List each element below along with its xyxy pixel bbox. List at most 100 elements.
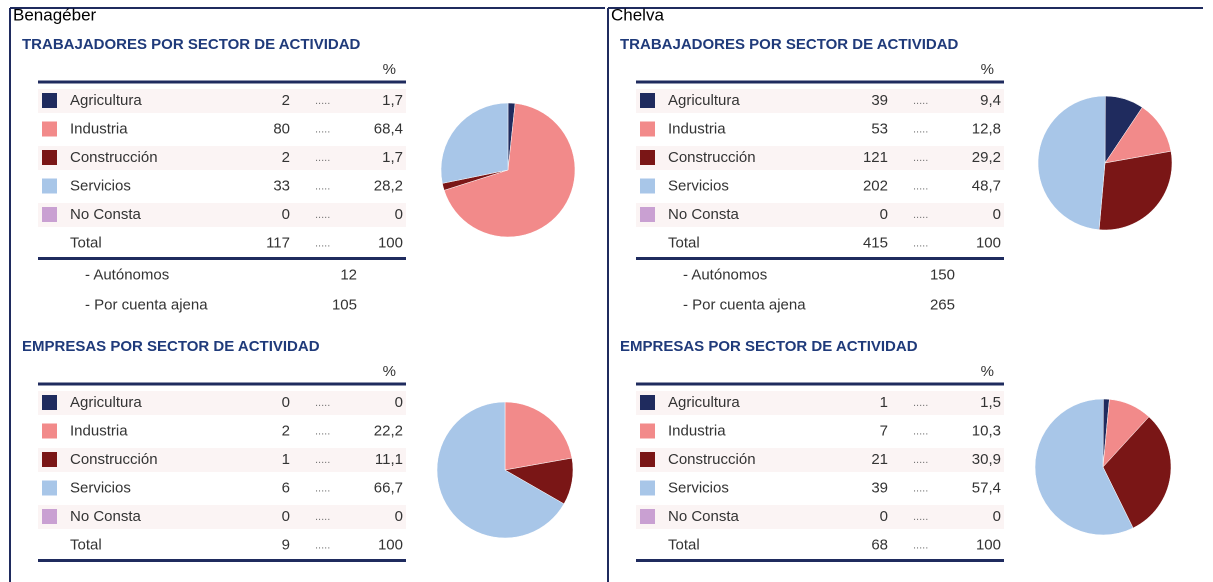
total-count: 117: [266, 234, 290, 251]
row-label: Industria: [668, 120, 726, 137]
row-bg: [636, 203, 1004, 227]
row-count: 53: [871, 120, 888, 137]
legend-swatch: [42, 452, 57, 467]
legend-swatch: [42, 423, 57, 439]
leader: .....: [315, 511, 330, 523]
row-percent: 30,9: [972, 451, 1001, 468]
row-label: Construcción: [70, 451, 158, 468]
row-percent: 9,4: [980, 92, 1001, 109]
extra-label: - Por cuenta ajena: [85, 296, 208, 313]
row-percent: 0: [395, 206, 403, 223]
row-count: 1: [282, 451, 290, 468]
row-count: 2: [282, 422, 290, 439]
row-percent: 68,4: [374, 120, 403, 137]
row-percent: 0: [395, 394, 403, 411]
row-bg: [38, 174, 406, 199]
row-bg: [38, 419, 406, 444]
row-bg: [636, 117, 1004, 142]
leader: .....: [913, 454, 928, 466]
panel-name: Benagéber: [13, 5, 97, 24]
leader: .....: [315, 123, 330, 135]
row-percent: 11,1: [375, 451, 403, 468]
leader: .....: [315, 425, 330, 437]
total-percent: 100: [976, 234, 1001, 251]
pie-slice: [1102, 416, 1172, 529]
row-percent: 1,5: [980, 394, 1001, 411]
row-percent: 57,4: [972, 479, 1001, 496]
row-bg: [38, 89, 406, 113]
row-count: 39: [871, 479, 888, 496]
leader: .....: [913, 209, 928, 221]
leader: .....: [315, 209, 330, 221]
legend-swatch: [42, 395, 57, 410]
row-label: Industria: [70, 422, 128, 439]
row-percent: 0: [395, 508, 403, 525]
extra-label: - Autónomos: [683, 266, 767, 283]
legend-swatch: [42, 150, 57, 165]
leader: .....: [315, 397, 330, 409]
row-bg: [38, 203, 406, 227]
extra-label: - Por cuenta ajena: [683, 296, 806, 313]
row-percent: 1,7: [382, 92, 403, 109]
row-percent: 0: [993, 206, 1001, 223]
pie-slice: [1037, 95, 1106, 231]
row-count: 0: [880, 508, 888, 525]
total-percent: 100: [378, 536, 403, 553]
row-count: 2: [282, 92, 290, 109]
total-count: 9: [282, 536, 290, 553]
row-bg: [38, 391, 406, 415]
section-title: TRABAJADORES POR SECTOR DE ACTIVIDAD: [22, 36, 361, 53]
row-count: 33: [273, 177, 290, 194]
pct-header: %: [981, 61, 994, 78]
row-bg: [38, 146, 406, 170]
row-percent: 28,2: [374, 177, 403, 194]
pie-slice: [443, 103, 576, 238]
row-bg: [636, 174, 1004, 199]
row-count: 39: [871, 92, 888, 109]
row-label: No Consta: [70, 206, 142, 223]
pct-header: %: [981, 363, 994, 380]
legend-swatch: [640, 93, 655, 108]
pie-slice: [504, 401, 573, 471]
row-bg: [636, 476, 1004, 501]
extra-value: 105: [332, 296, 357, 313]
total-label: Total: [668, 536, 700, 553]
leader: .....: [913, 95, 928, 107]
leader: .....: [913, 237, 928, 249]
pct-header: %: [383, 61, 396, 78]
row-count: 0: [282, 508, 290, 525]
row-bg: [38, 505, 406, 529]
panel-name: Chelva: [611, 5, 664, 24]
row-bg: [636, 419, 1004, 444]
row-label: Servicios: [70, 177, 131, 194]
row-count: 202: [863, 177, 888, 194]
extra-value: 265: [930, 296, 955, 313]
total-label: Total: [70, 536, 102, 553]
leader: .....: [913, 180, 928, 192]
row-bg: [636, 146, 1004, 170]
leader: .....: [913, 539, 928, 551]
total-label: Total: [70, 234, 102, 251]
leader: .....: [315, 539, 330, 551]
legend-swatch: [42, 480, 57, 496]
row-label: Construcción: [668, 149, 756, 166]
row-label: Agricultura: [70, 92, 142, 109]
total-count: 68: [871, 536, 888, 553]
total-percent: 100: [976, 536, 1001, 553]
leader: .....: [315, 454, 330, 466]
row-percent: 12,8: [972, 120, 1001, 137]
legend-swatch: [640, 423, 655, 439]
leader: .....: [315, 95, 330, 107]
section-title: EMPRESAS POR SECTOR DE ACTIVIDAD: [22, 338, 320, 355]
legend-swatch: [42, 509, 57, 524]
row-bg: [636, 89, 1004, 113]
leader: .....: [315, 180, 330, 192]
legend-swatch: [42, 93, 57, 108]
row-count: 21: [871, 451, 888, 468]
row-count: 0: [880, 206, 888, 223]
leader: .....: [913, 123, 928, 135]
legend-swatch: [640, 480, 655, 496]
row-label: Servicios: [70, 479, 131, 496]
row-percent: 48,7: [972, 177, 1001, 194]
